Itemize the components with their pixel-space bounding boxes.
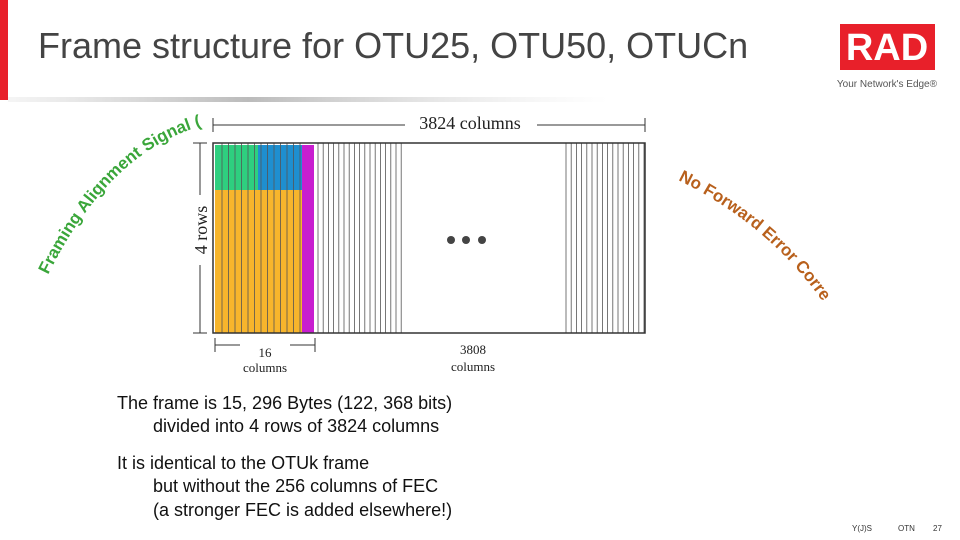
footer-author: Y(J)S	[852, 524, 872, 533]
para-line: The frame is 15, 296 Bytes (122, 368 bit…	[117, 393, 452, 413]
footer: Y(J)S OTN 27	[852, 524, 942, 533]
overhead-block	[258, 145, 302, 190]
frame-diagram: 3824 columns 4 rows 16 columns 3808 colu…	[188, 108, 646, 376]
logo-text: RAD	[846, 27, 928, 69]
logo: RAD Your Network's Edge®	[837, 24, 938, 90]
fas-block	[215, 145, 258, 190]
width-label: 3824 columns	[419, 113, 521, 133]
body-text: The frame is 15, 296 Bytes (122, 368 bit…	[117, 393, 452, 520]
accent-bar	[0, 0, 8, 100]
span-unit: columns	[451, 359, 495, 374]
ellipsis-dot	[462, 236, 470, 244]
span-count: 16	[259, 345, 273, 360]
overhead-block	[215, 190, 302, 333]
height-label: 4 rows	[191, 206, 211, 255]
footer-topic: OTN	[898, 524, 915, 533]
para-line: divided into 4 rows of 3824 columns	[153, 416, 439, 436]
label-bg	[240, 340, 290, 376]
footer-page: 27	[933, 524, 942, 533]
label-bg	[188, 195, 212, 265]
tagline: Your Network's Edge®	[837, 79, 938, 90]
para-line: (a stronger FEC is added elsewhere!)	[153, 500, 452, 520]
title: Frame structure for OTU25, OTU50, OTUCn	[38, 25, 748, 66]
label-bg	[405, 108, 537, 134]
para-line: It is identical to the OTUk frame	[117, 453, 369, 473]
ellipsis-dot	[478, 236, 486, 244]
ellipsis-dot	[447, 236, 455, 244]
overhead-column	[302, 145, 314, 333]
logo-box	[840, 24, 935, 70]
shadow-rule	[8, 97, 608, 102]
span-count: 3808	[460, 342, 486, 357]
frame-border	[212, 142, 646, 334]
para-line: but without the 256 columns of FEC	[153, 476, 438, 496]
span-unit: columns	[243, 360, 287, 375]
